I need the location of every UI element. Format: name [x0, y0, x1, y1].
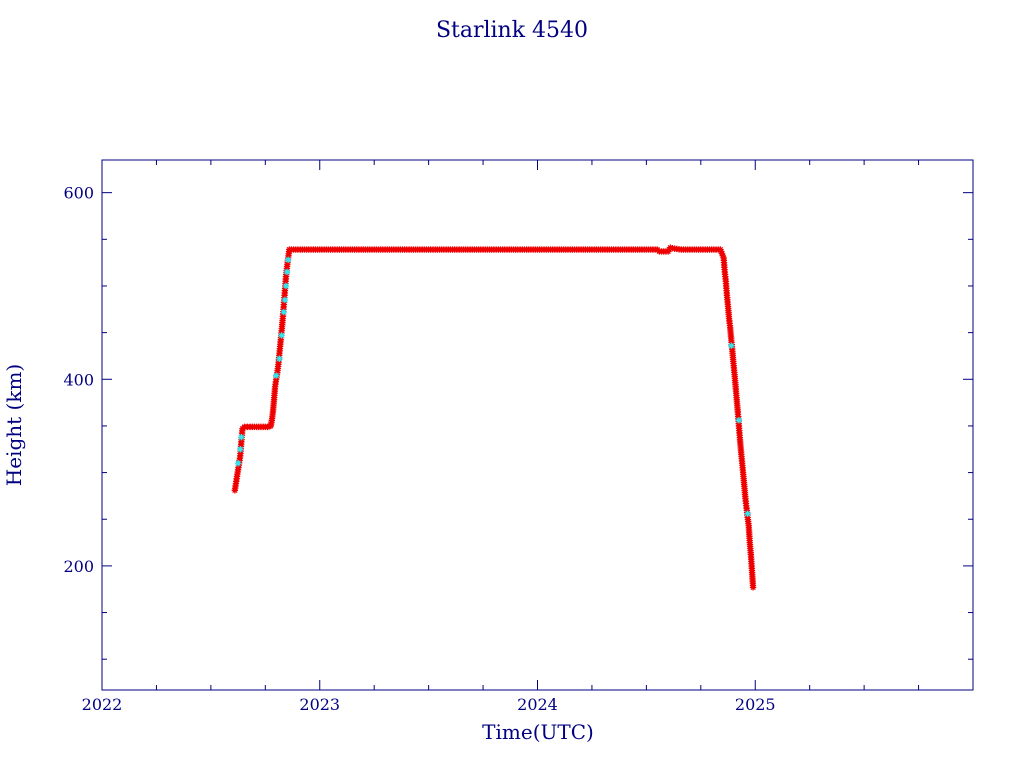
- y-axis-label: Height (km): [2, 364, 26, 486]
- data-point: [735, 417, 743, 424]
- axis-ticks: [101, 160, 973, 690]
- data-point: [283, 268, 291, 276]
- data-points: [231, 244, 757, 591]
- y-tick-label: 200: [63, 557, 94, 576]
- y-tick-label: 400: [63, 370, 94, 389]
- x-tick-label: 2024: [517, 695, 558, 714]
- data-point: [280, 308, 288, 316]
- data-point: [718, 248, 725, 255]
- data-point: [234, 460, 242, 467]
- data-point: [744, 510, 751, 517]
- data-point: [238, 433, 245, 441]
- x-axis-label: Time(UTC): [482, 720, 594, 744]
- data-point: [284, 256, 292, 264]
- data-point: [278, 332, 285, 339]
- x-tick-label: 2022: [82, 695, 123, 714]
- data-point: [273, 372, 280, 379]
- data-point: [728, 342, 735, 349]
- data-point: [718, 250, 726, 257]
- y-tick-label: 600: [63, 184, 94, 203]
- data-point: [719, 252, 727, 260]
- chart-title: Starlink 4540: [436, 18, 588, 43]
- data-point: [717, 246, 724, 253]
- data-point: [749, 584, 757, 591]
- data-point: [281, 296, 289, 304]
- x-tick-label: 2023: [299, 695, 340, 714]
- data-point: [276, 355, 283, 362]
- x-tick-label: 2025: [735, 695, 776, 714]
- plot-frame: [101, 159, 974, 691]
- axis-tick-labels: 2022 2023 2024 2025 200 400 600: [63, 184, 775, 714]
- data-point: [237, 446, 244, 453]
- data-point: [282, 282, 290, 290]
